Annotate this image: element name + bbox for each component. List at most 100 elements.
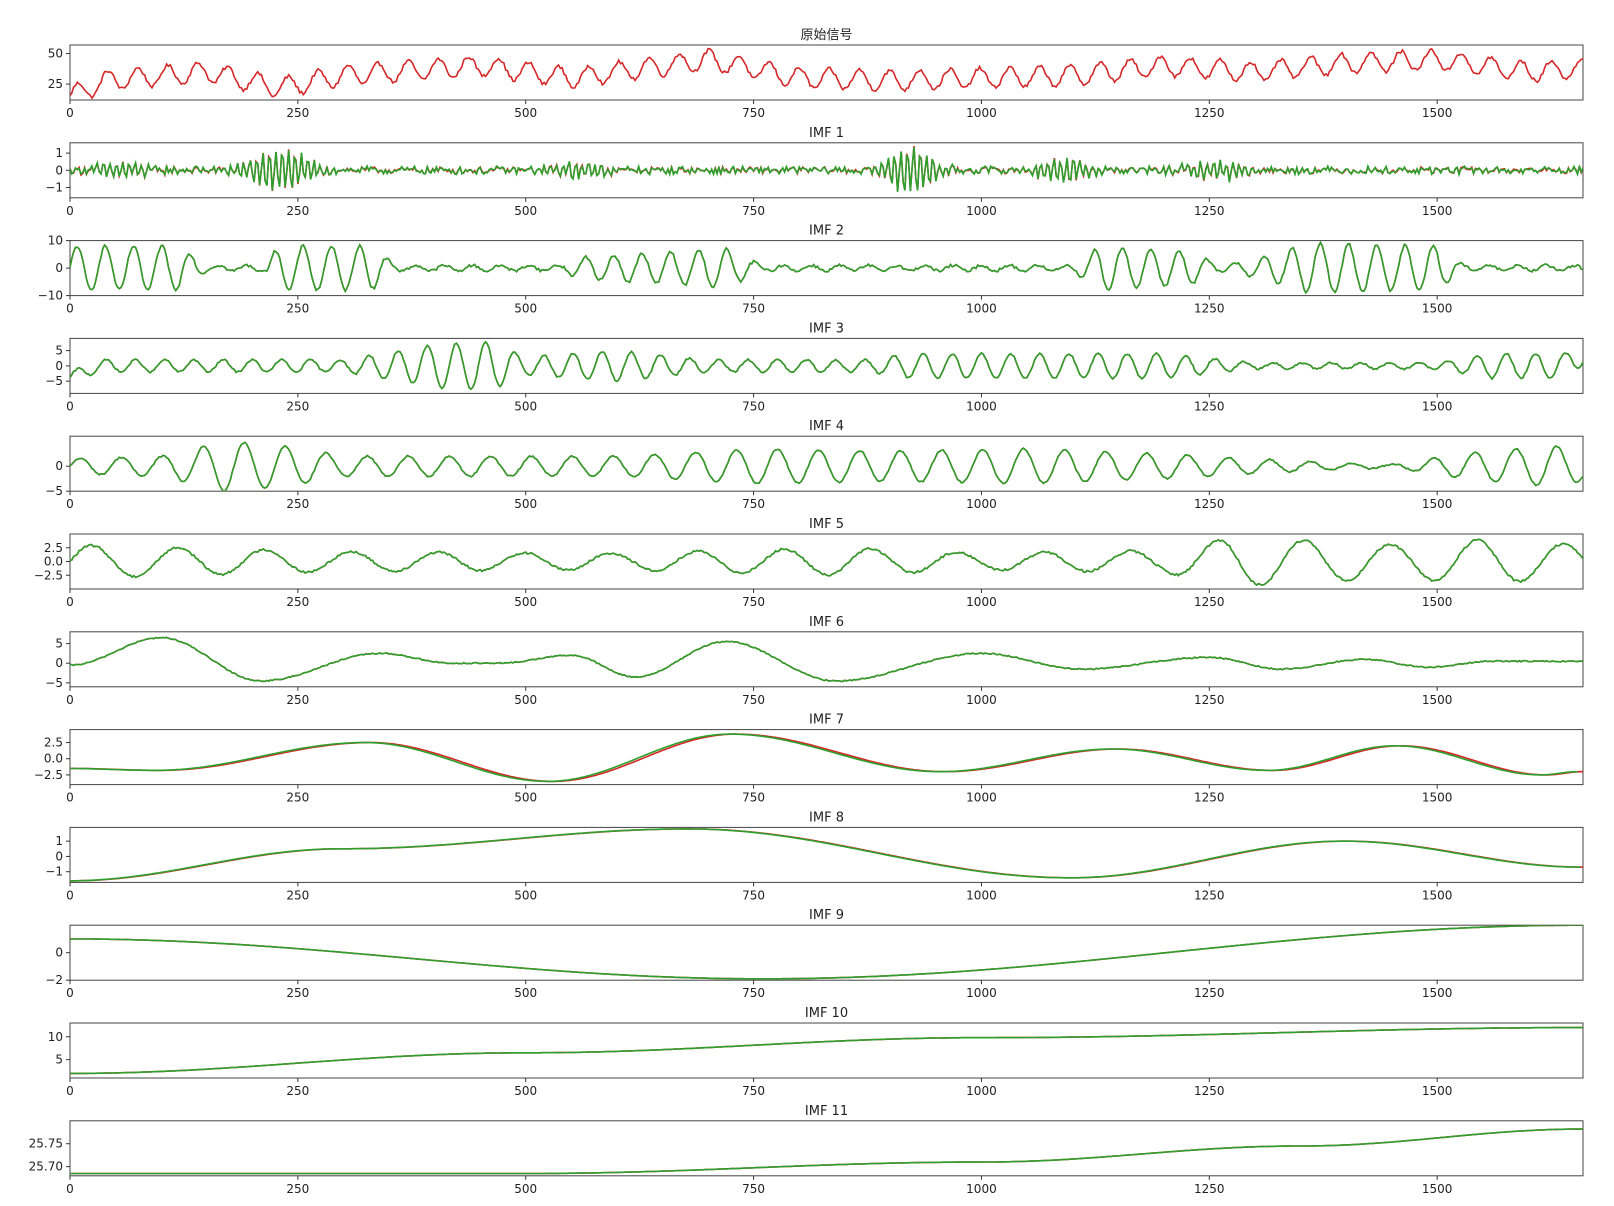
subplot-11: IMF 10 0 250 500 750 1000 1250 1500 5 10: [48, 1006, 1584, 1098]
x-tick-label: 1500: [1422, 693, 1453, 707]
x-tick-label: 1000: [966, 1182, 997, 1196]
x-tick-label: 250: [286, 399, 309, 413]
x-tick-label: 0: [66, 986, 74, 1000]
subplot-6: IMF 5 0 250 500 750 1000 1250 1500 −2.50.02.5: [34, 517, 1584, 609]
x-tick-label: 1000: [966, 399, 997, 413]
x-tick-label: 0: [66, 693, 74, 707]
series-line-original: [70, 538, 1583, 587]
x-tick-label: 500: [514, 693, 537, 707]
subplot-title: IMF 6: [809, 615, 844, 630]
x-tick-label: 1000: [966, 986, 997, 1000]
x-tick-label: 500: [514, 106, 537, 120]
x-tick-label: 750: [742, 888, 765, 902]
x-tick-label: 1500: [1422, 204, 1453, 218]
x-tick-label: 1500: [1422, 888, 1453, 902]
subplot-2: IMF 10 250 500 750 1000 1250 1500−101: [45, 126, 1584, 218]
x-tick-label: 1000: [966, 791, 997, 805]
x-tick-label: 500: [514, 497, 537, 511]
x-tick-label: 250: [286, 302, 309, 316]
x-tick-label: 1000: [966, 204, 997, 218]
x-tick-label: 500: [514, 986, 537, 1000]
x-tick-label: 750: [742, 791, 765, 805]
x-tick-label: 750: [742, 1084, 765, 1098]
x-tick-label: 1000: [966, 1084, 997, 1098]
axes-frame: [69, 44, 1584, 101]
axes-frame: [69, 1022, 1584, 1079]
x-tick-label: 750: [742, 302, 765, 316]
x-tick-label: 1500: [1422, 595, 1453, 609]
series-line-original: [70, 828, 1583, 882]
x-tick-label: 250: [286, 693, 309, 707]
subplot-5: IMF 40 250 500 750 1000 1250 1500−50: [45, 419, 1584, 511]
subplot-10: IMF 90 250 500 750 1000 1250 1500−20: [45, 908, 1584, 1000]
series-line-original: [70, 733, 1583, 783]
series-line-reconstructed: [70, 1128, 1583, 1175]
series-line-original: [70, 340, 1583, 391]
subplot-12: IMF 11 0 250 500 750 1000 1250 1500 25.70 25.75: [29, 1104, 1584, 1196]
x-tick-label: 1250: [1194, 791, 1225, 805]
x-tick-label: 250: [286, 791, 309, 805]
y-tick-label: −2.5: [34, 768, 63, 782]
x-tick-label: 250: [286, 888, 309, 902]
x-tick-label: 1250: [1194, 497, 1225, 511]
x-tick-label: 1500: [1422, 986, 1453, 1000]
x-tick-label: 750: [742, 595, 765, 609]
y-tick-label: 10: [48, 1030, 63, 1044]
x-tick-label: 0: [66, 302, 74, 316]
x-tick-label: 1250: [1194, 302, 1225, 316]
y-tick-label: 0: [55, 946, 63, 960]
y-tick-label: −1: [45, 180, 63, 194]
y-tick-label: 2.5: [44, 541, 63, 555]
x-tick-label: 500: [514, 302, 537, 316]
x-tick-label: 1500: [1422, 302, 1453, 316]
x-tick-label: 1250: [1194, 1182, 1225, 1196]
series-line-original: [70, 47, 1583, 100]
series-line-reconstructed: [70, 828, 1581, 882]
x-tick-label: 250: [286, 1084, 309, 1098]
y-tick-label: 25.75: [29, 1137, 63, 1151]
series-line-original: [70, 441, 1583, 492]
y-tick-label: −1: [45, 865, 63, 879]
y-tick-label: 0: [55, 359, 63, 373]
y-tick-label: 2.5: [44, 736, 63, 750]
subplot-9: IMF 80 250 500 750 1000 1250 1500−101: [45, 810, 1584, 902]
x-tick-label: 750: [742, 986, 765, 1000]
series-line-original: [70, 925, 1583, 980]
series-line-reconstructed: [70, 340, 1583, 391]
y-tick-label: −5: [45, 484, 63, 498]
x-tick-label: 0: [66, 204, 74, 218]
x-tick-label: 250: [286, 595, 309, 609]
x-tick-label: 500: [514, 1182, 537, 1196]
axes-frame: [69, 924, 1584, 981]
y-tick-label: 0: [55, 459, 63, 473]
x-tick-label: 1250: [1194, 1084, 1225, 1098]
series-line-reconstructed: [70, 441, 1583, 492]
x-tick-label: 1500: [1422, 791, 1453, 805]
y-tick-label: −5: [45, 676, 63, 690]
x-tick-label: 750: [742, 106, 765, 120]
x-tick-label: 1000: [966, 888, 997, 902]
y-tick-label: 5: [55, 637, 63, 651]
subplot-title: IMF 5: [809, 517, 844, 532]
x-tick-label: 750: [742, 204, 765, 218]
x-tick-label: 500: [514, 791, 537, 805]
x-tick-label: 1000: [966, 497, 997, 511]
y-tick-label: 25: [48, 77, 63, 91]
subplot-title: 原始信号: [800, 28, 852, 43]
y-tick-label: 5: [55, 344, 63, 358]
y-tick-label: −2: [45, 973, 63, 987]
x-tick-label: 0: [66, 497, 74, 511]
x-tick-label: 750: [742, 693, 765, 707]
y-tick-label: 10: [48, 234, 63, 248]
y-tick-label: 0.0: [44, 752, 63, 766]
y-tick-label: 50: [48, 47, 63, 61]
y-tick-label: 25.70: [29, 1160, 63, 1174]
axes-frame: [69, 631, 1584, 688]
subplot-title: IMF 7: [809, 713, 844, 728]
series-line-original: [70, 1128, 1583, 1175]
x-tick-label: 1000: [966, 302, 997, 316]
axes-frame: [69, 435, 1584, 492]
subplot-title: IMF 10: [805, 1006, 848, 1021]
x-tick-label: 500: [514, 204, 537, 218]
